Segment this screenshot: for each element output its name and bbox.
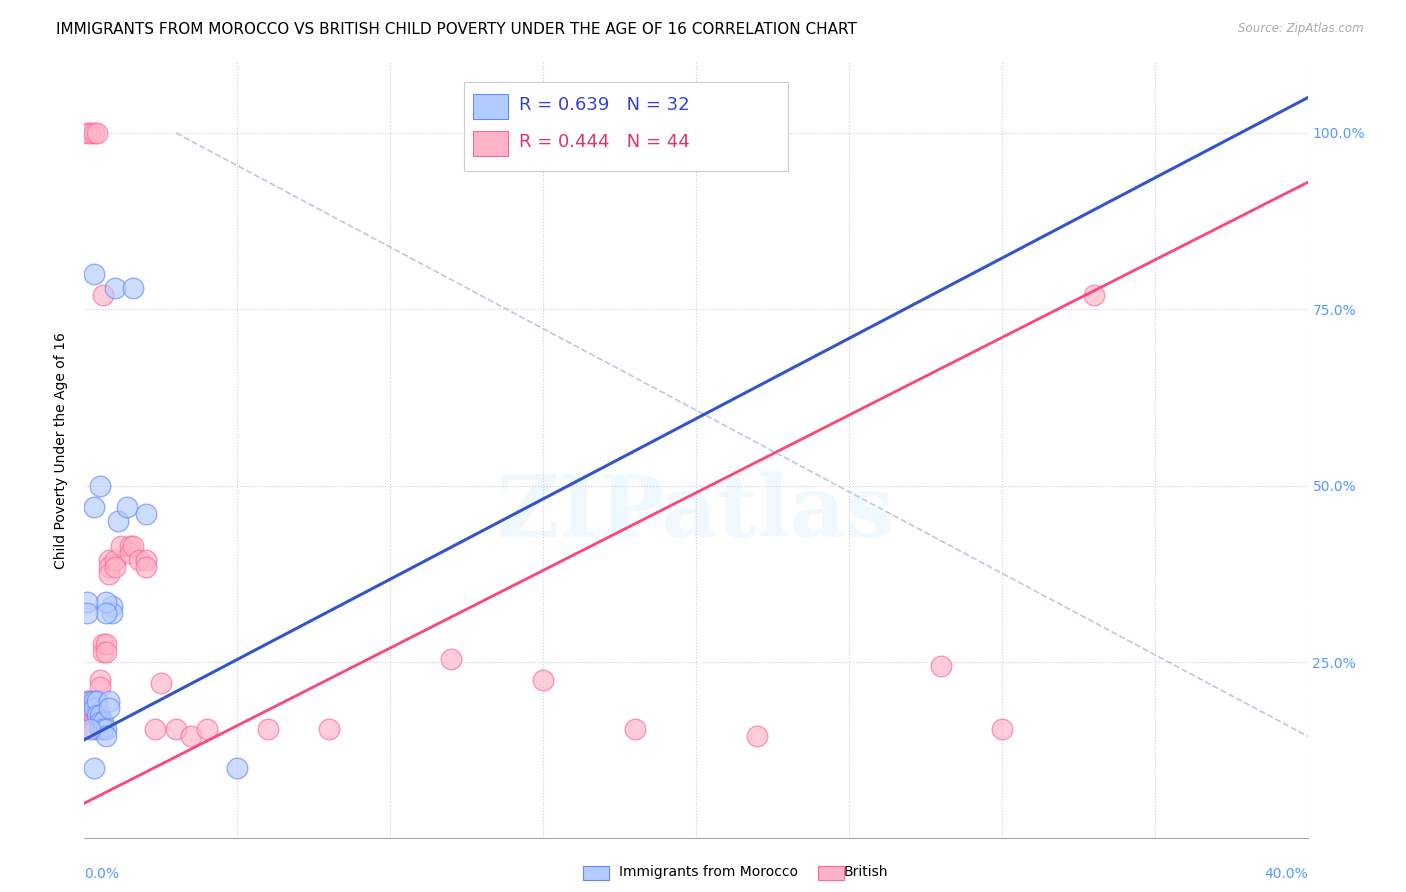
Point: [180, 729, 202, 743]
Point: [143, 722, 166, 736]
Point: [76, 701, 98, 715]
Point: [195, 722, 218, 736]
Point: [440, 651, 463, 665]
Point: [76, 698, 98, 712]
Text: Source: ZipAtlas.com: Source: ZipAtlas.com: [1239, 22, 1364, 36]
Point: [104, 560, 127, 574]
Point: [86, 126, 108, 140]
Point: [83, 701, 105, 715]
Point: [83, 500, 105, 514]
Point: [97, 566, 120, 581]
Point: [76, 126, 98, 140]
Point: [83, 694, 105, 708]
Text: 40.0%: 40.0%: [1264, 867, 1308, 880]
Point: [107, 514, 129, 528]
Text: IMMIGRANTS FROM MOROCCO VS BRITISH CHILD POVERTY UNDER THE AGE OF 16 CORRELATION: IMMIGRANTS FROM MOROCCO VS BRITISH CHILD…: [56, 22, 858, 37]
Point: [104, 553, 127, 567]
Point: [79, 126, 101, 140]
Point: [91, 288, 114, 302]
Point: [101, 606, 124, 620]
Point: [122, 539, 145, 553]
Text: R = 0.444   N = 44: R = 0.444 N = 44: [519, 134, 689, 152]
Point: [89, 708, 111, 723]
Point: [91, 722, 114, 736]
Point: [120, 546, 142, 560]
Point: [79, 722, 101, 736]
Point: [94, 606, 117, 620]
FancyBboxPatch shape: [474, 95, 508, 120]
Point: [104, 281, 127, 295]
Text: 0.0%: 0.0%: [84, 867, 120, 880]
Point: [122, 281, 145, 295]
Point: [128, 553, 150, 567]
Point: [94, 722, 117, 736]
FancyBboxPatch shape: [464, 82, 787, 171]
Point: [79, 701, 101, 715]
Point: [135, 507, 157, 521]
Point: [79, 694, 101, 708]
Point: [135, 553, 157, 567]
Point: [89, 479, 111, 493]
Point: [226, 761, 249, 775]
Text: R = 0.639   N = 32: R = 0.639 N = 32: [519, 96, 689, 114]
Point: [115, 500, 138, 514]
Point: [83, 694, 105, 708]
Point: [97, 553, 120, 567]
Point: [83, 701, 105, 715]
Point: [89, 680, 111, 694]
Point: [89, 673, 111, 687]
Point: [135, 560, 157, 574]
Point: [86, 694, 108, 708]
Point: [318, 722, 340, 736]
Point: [91, 637, 114, 651]
Point: [83, 708, 105, 723]
Point: [89, 715, 111, 730]
Point: [120, 539, 142, 553]
Point: [79, 694, 101, 708]
FancyBboxPatch shape: [474, 131, 508, 155]
Point: [97, 560, 120, 574]
Point: [76, 606, 98, 620]
Point: [149, 676, 172, 690]
Point: [101, 599, 124, 613]
Point: [929, 658, 952, 673]
Point: [83, 267, 105, 281]
Point: [624, 722, 647, 736]
Point: [91, 644, 114, 658]
Y-axis label: Child Poverty Under the Age of 16: Child Poverty Under the Age of 16: [55, 332, 69, 569]
Point: [89, 722, 111, 736]
Point: [1083, 288, 1105, 302]
Point: [83, 715, 105, 730]
Point: [747, 729, 769, 743]
Point: [94, 729, 117, 743]
Point: [110, 539, 132, 553]
Point: [94, 637, 117, 651]
Point: [531, 673, 554, 687]
Point: [91, 715, 114, 730]
Text: Immigrants from Morocco: Immigrants from Morocco: [619, 865, 797, 880]
Point: [79, 708, 101, 723]
Point: [83, 126, 105, 140]
Point: [991, 722, 1014, 736]
Point: [257, 722, 280, 736]
Point: [76, 595, 98, 609]
Text: British: British: [844, 865, 889, 880]
Point: [86, 708, 108, 723]
Point: [83, 761, 105, 775]
Point: [97, 701, 120, 715]
Point: [94, 644, 117, 658]
Point: [94, 595, 117, 609]
Point: [76, 694, 98, 708]
Point: [83, 722, 105, 736]
Text: ZIPatlas: ZIPatlas: [496, 471, 896, 555]
Point: [86, 708, 108, 723]
Point: [97, 694, 120, 708]
Point: [165, 722, 187, 736]
Point: [86, 701, 108, 715]
